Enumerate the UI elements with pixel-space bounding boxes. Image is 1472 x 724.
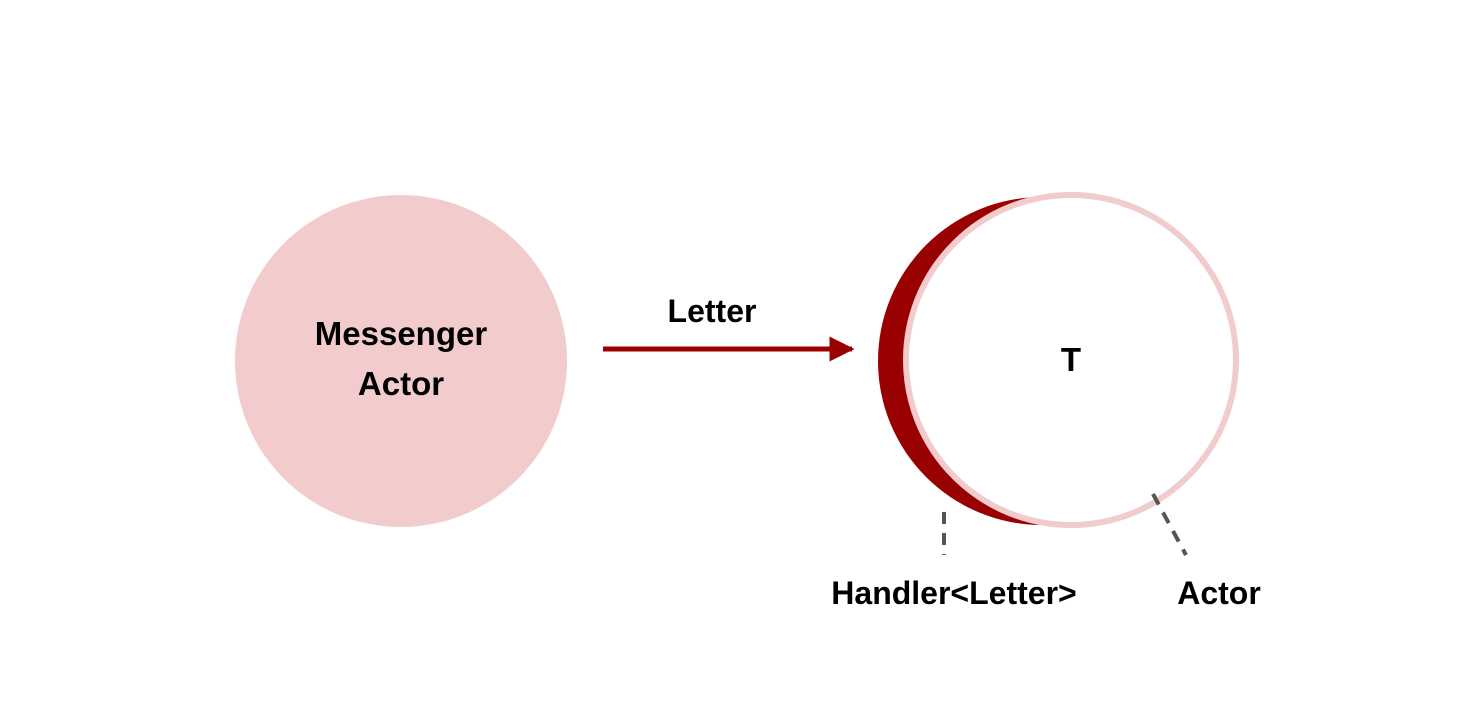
messenger-actor-circle bbox=[235, 195, 567, 527]
messenger-label-line2: Actor bbox=[358, 365, 444, 402]
messenger-actor-node: Messenger Actor bbox=[235, 195, 567, 527]
messenger-label-line1: Messenger bbox=[315, 315, 488, 352]
handler-callout-label: Handler<Letter> bbox=[831, 575, 1076, 611]
target-type-label: T bbox=[1061, 341, 1081, 378]
target-actor-node: T bbox=[878, 192, 1239, 528]
message-edge: Letter bbox=[603, 293, 855, 362]
actor-callout-line bbox=[1151, 493, 1188, 556]
actor-ring bbox=[903, 192, 1239, 528]
actor-callout-label: Actor bbox=[1177, 575, 1261, 611]
letter-edge-label: Letter bbox=[668, 293, 757, 329]
